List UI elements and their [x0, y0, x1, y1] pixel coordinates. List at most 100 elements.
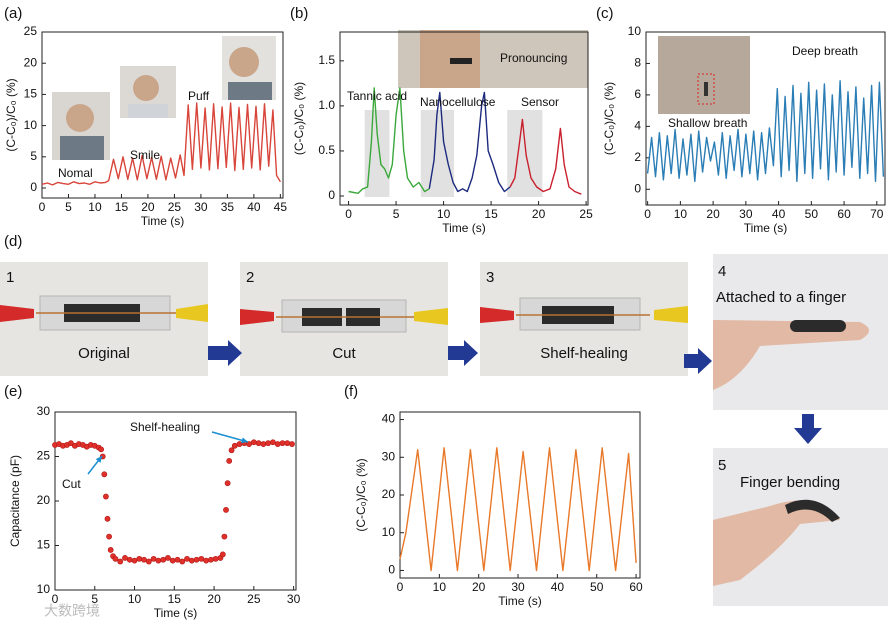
y-tick-label: 6	[634, 87, 641, 101]
annotation: Deep breath	[792, 44, 858, 58]
data-point	[212, 555, 219, 562]
x-tick-label: 0	[345, 207, 352, 221]
x-tick-label: 0	[644, 207, 651, 221]
step-caption: Shelf-healing	[540, 345, 628, 362]
arrow-head	[95, 456, 102, 463]
x-tick-label: 35	[221, 200, 235, 214]
data-point	[219, 551, 226, 558]
data-point	[289, 441, 295, 447]
watermark: 大数跨境	[44, 603, 100, 619]
data-point	[179, 558, 186, 565]
y-tick-label: 2	[634, 150, 641, 164]
x-tick-label: 40	[772, 207, 786, 221]
y-tick-label: 20	[24, 55, 38, 69]
data-point	[101, 471, 108, 478]
data-point	[150, 555, 157, 562]
y-tick-label: 20	[37, 493, 51, 507]
plot-frame	[54, 411, 297, 591]
data-point	[260, 441, 267, 447]
x-tick-label: 20	[472, 580, 486, 594]
x-tick-label: 20	[532, 207, 546, 221]
x-tick-label: 5	[393, 207, 400, 221]
x-tick-label: 15	[484, 207, 498, 221]
data-point	[169, 557, 176, 564]
y-axis-title: (C-C₀)/C₀ (%)	[602, 82, 616, 155]
plot-frame	[339, 31, 589, 206]
data-point	[145, 558, 152, 565]
highlight-band	[507, 110, 543, 197]
photo-panel: 5 Finger bending	[713, 448, 888, 606]
data-point	[188, 557, 195, 564]
data-point	[250, 439, 257, 446]
arrow	[208, 340, 822, 444]
y-tick-label: 0	[328, 188, 335, 202]
data-point	[104, 515, 111, 522]
annotation: Shallow breath	[668, 116, 747, 130]
y-axis-title: Capacitance (pF)	[8, 455, 22, 547]
data-point	[279, 440, 286, 447]
panel-label: (d)	[4, 233, 22, 250]
annotation: Smile	[130, 148, 160, 162]
photo-panel: 1 Original	[0, 262, 208, 376]
data-point	[228, 447, 235, 454]
data-point	[203, 557, 210, 564]
data-line	[399, 447, 637, 572]
x-tick-label: 40	[247, 200, 261, 214]
y-tick-label: 5	[30, 149, 37, 163]
step-number: 1	[6, 269, 14, 286]
x-tick-label: 40	[551, 580, 565, 594]
x-tick-label: 25	[247, 592, 261, 606]
data-point	[131, 557, 138, 564]
data-point	[160, 556, 167, 563]
data-point	[112, 555, 119, 562]
photo-inset	[52, 30, 750, 160]
x-tick-label: 10	[674, 207, 688, 221]
annotation: Shelf-healing	[130, 420, 200, 434]
x-tick-label: 0	[52, 592, 59, 606]
data-point	[117, 558, 124, 565]
x-tick-label: 30	[287, 592, 301, 606]
x-tick-label: 10	[433, 580, 447, 594]
x-tick-label: 10	[88, 200, 102, 214]
y-axis-title: (C-C₀)/C₀ (%)	[354, 458, 368, 531]
y-tick-label: 25	[37, 449, 51, 463]
x-tick-label: 25	[168, 200, 182, 214]
y-tick-label: 4	[634, 119, 641, 133]
arrow-head	[241, 437, 248, 444]
data-line	[41, 102, 281, 186]
data-point	[98, 446, 105, 453]
step-caption: Finger bending	[740, 474, 840, 491]
x-tick-label: 15	[115, 200, 129, 214]
data-point	[174, 556, 181, 563]
data-point	[223, 506, 229, 513]
y-tick-label: 10	[37, 582, 51, 596]
y-tick-label: 8	[634, 56, 641, 70]
x-tick-label: 0	[39, 200, 46, 214]
x-axis-title: Time (s)	[141, 214, 185, 228]
annotation: Puff	[188, 89, 210, 103]
data-point	[221, 533, 228, 540]
x-tick-label: 20	[141, 200, 155, 214]
y-tick-label: 1.0	[318, 98, 335, 112]
x-tick-label: 0	[397, 580, 404, 594]
plot-frame	[645, 31, 886, 206]
y-tick-label: 1.5	[318, 53, 335, 67]
panel-label: (f)	[344, 383, 358, 400]
series-label: Nanocellulose	[420, 95, 496, 109]
x-tick-label: 30	[194, 200, 208, 214]
annotation: Pronouncing	[500, 51, 567, 65]
series-label: Tannic acid	[347, 89, 407, 103]
x-tick-label: 25	[579, 207, 593, 221]
data-point	[68, 440, 74, 447]
y-axis-title: (C-C₀)/C₀ (%)	[4, 78, 18, 151]
data-point	[184, 555, 190, 562]
x-tick-label: 45	[274, 200, 288, 214]
x-tick-label: 10	[128, 592, 142, 606]
data-point	[274, 441, 281, 447]
data-point	[265, 440, 272, 447]
plot-frame	[399, 411, 641, 579]
data-point	[224, 480, 231, 487]
panel-label: (b)	[290, 5, 308, 22]
y-tick-label: 10	[382, 525, 396, 539]
y-tick-label: 30	[382, 449, 396, 463]
